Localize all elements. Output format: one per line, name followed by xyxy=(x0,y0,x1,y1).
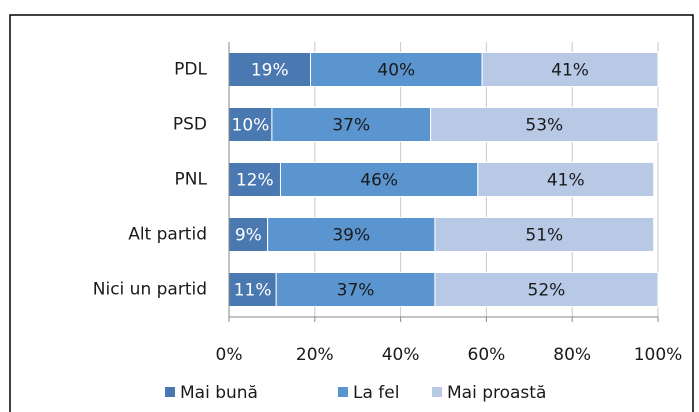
data-label: 51% xyxy=(525,226,563,246)
y-tick-label: PSD xyxy=(173,115,207,135)
y-tick-label: Nici un partid xyxy=(93,280,207,300)
bar-segment xyxy=(430,107,659,142)
data-label: 39% xyxy=(332,226,370,246)
bar-segment xyxy=(279,162,479,197)
data-label: 37% xyxy=(332,116,370,136)
bar-segment xyxy=(267,217,436,252)
data-label: 9% xyxy=(235,226,262,246)
y-tick-label: PDL xyxy=(174,60,207,80)
legend-label: Mai bună xyxy=(180,383,258,403)
bar-segment xyxy=(228,162,281,197)
x-tick-label: 100% xyxy=(634,345,683,365)
bar-segment xyxy=(434,272,659,307)
data-label: 37% xyxy=(337,281,375,301)
chart-border xyxy=(9,14,694,412)
data-label: 53% xyxy=(525,116,563,136)
legend-swatch xyxy=(165,387,175,397)
data-label: 10% xyxy=(232,116,270,136)
x-tick-label: 60% xyxy=(468,345,506,365)
data-label: 41% xyxy=(547,171,585,191)
x-tick-label: 80% xyxy=(553,345,591,365)
data-label: 12% xyxy=(236,171,274,191)
data-label: 52% xyxy=(528,281,566,301)
data-label: 11% xyxy=(234,281,272,301)
bar-segment xyxy=(481,52,659,87)
legend-swatch xyxy=(338,387,348,397)
x-tick-label: 40% xyxy=(382,345,420,365)
legend-label: La fel xyxy=(353,383,399,403)
legend-swatch xyxy=(432,387,442,397)
legend-label: Mai proastă xyxy=(447,383,546,403)
x-tick-label: 0% xyxy=(216,345,243,365)
bar-segment xyxy=(275,272,436,307)
bar-segment xyxy=(434,217,655,252)
y-tick-label: Alt partid xyxy=(128,225,207,245)
x-tick-label: 20% xyxy=(296,345,334,365)
data-label: 40% xyxy=(377,61,415,81)
data-label: 19% xyxy=(251,61,289,81)
data-label: 41% xyxy=(551,61,589,81)
data-label: 46% xyxy=(360,171,398,191)
bar-segment xyxy=(477,162,655,197)
y-tick-label: PNL xyxy=(175,170,208,190)
bar-segment xyxy=(228,272,277,307)
